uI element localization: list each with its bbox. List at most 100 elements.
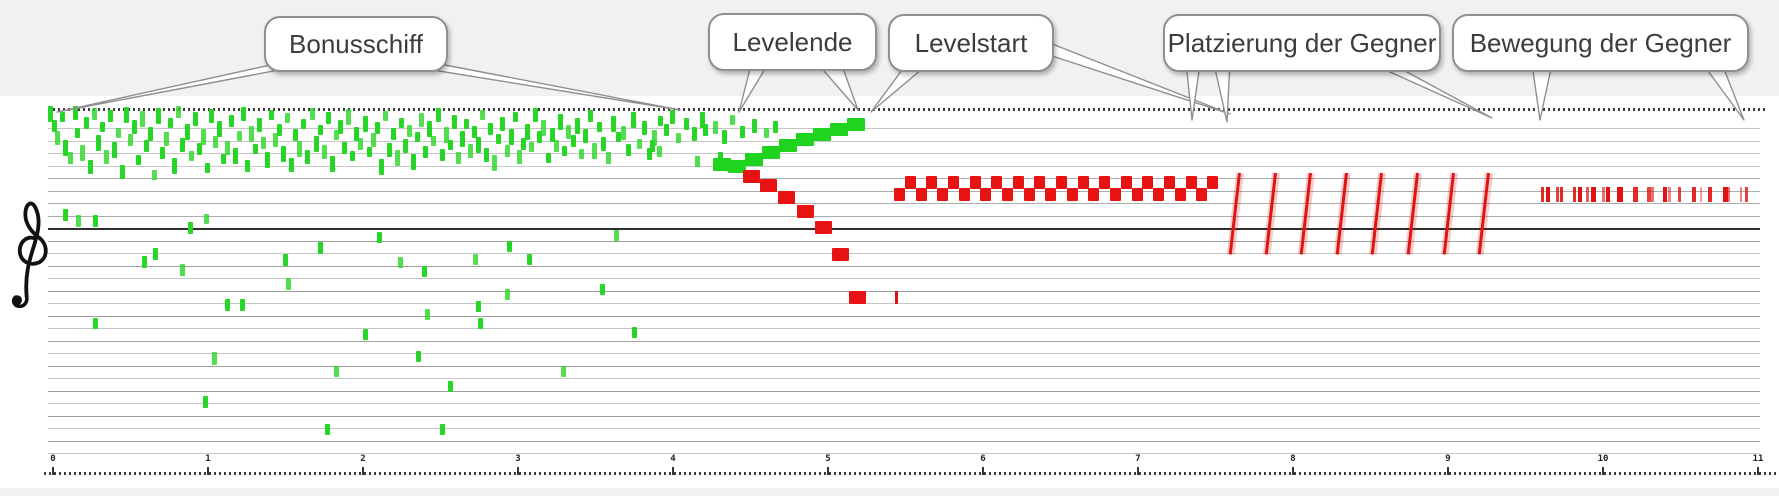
green-note[interactable] [96,135,101,151]
red-note-checker[interactable] [1153,188,1165,201]
green-note[interactable] [415,132,420,142]
red-note-checker[interactable] [1185,176,1197,189]
green-note[interactable] [391,128,396,140]
green-note[interactable] [395,150,400,166]
green-note[interactable] [579,149,584,159]
green-note[interactable] [261,137,266,149]
green-note[interactable] [468,144,473,158]
red-movement-tick[interactable] [1602,187,1605,202]
red-note-checker[interactable] [1142,176,1154,189]
red-note-checker[interactable] [1196,188,1208,201]
green-note[interactable] [571,135,576,147]
green-note[interactable] [676,133,681,143]
green-note[interactable] [657,146,662,157]
green-note[interactable] [172,158,177,174]
red-movement-tick[interactable] [1560,187,1563,202]
green-note[interactable] [160,147,165,159]
red-note-block[interactable] [743,170,760,183]
red-note-checker[interactable] [1077,176,1089,189]
red-movement-tick[interactable] [1692,187,1696,202]
red-movement-tick[interactable] [1591,187,1596,202]
green-note[interactable] [496,134,501,144]
green-note[interactable] [273,133,278,147]
red-note-block[interactable] [815,221,832,234]
green-note[interactable] [257,118,262,132]
green-note[interactable] [180,264,185,276]
green-note[interactable] [209,109,214,123]
green-note[interactable] [104,150,109,164]
red-movement-tick[interactable] [1745,187,1748,202]
red-note-checker[interactable] [1099,176,1111,189]
green-note[interactable] [558,114,563,130]
red-note-checker[interactable] [915,188,927,201]
green-note[interactable] [305,150,310,164]
green-note[interactable] [444,127,449,143]
green-note[interactable] [334,130,339,140]
red-movement-tick[interactable] [1556,187,1559,202]
green-note[interactable] [142,256,147,268]
green-note[interactable] [213,136,218,148]
green-note[interactable] [473,254,478,265]
green-note[interactable] [740,126,745,138]
green-note[interactable] [403,139,408,153]
red-note-checker[interactable] [1207,176,1219,189]
green-note[interactable] [281,146,286,162]
red-note-checker[interactable] [1045,188,1057,201]
green-note[interactable] [484,148,489,162]
red-note-checker[interactable] [980,188,992,201]
green-note[interactable] [120,165,125,179]
red-note-checker[interactable] [1034,176,1046,189]
green-note[interactable] [387,143,392,157]
green-note[interactable] [517,150,522,164]
red-movement-tick[interactable] [1708,187,1712,202]
red-movement-tick[interactable] [1578,187,1582,202]
green-note[interactable] [480,110,485,120]
green-note[interactable] [752,119,757,133]
green-note[interactable] [764,128,769,138]
green-note[interactable] [93,215,98,227]
green-note[interactable] [233,148,238,164]
green-note[interactable] [632,327,637,338]
red-movement-tick[interactable] [1573,187,1576,202]
green-note[interactable] [597,122,602,132]
red-note-checker[interactable] [1110,188,1121,201]
green-note[interactable] [399,118,404,128]
green-note[interactable] [703,124,708,136]
green-note[interactable] [358,138,363,150]
green-note[interactable] [314,136,319,152]
green-note[interactable] [371,133,376,147]
green-note[interactable] [185,124,190,140]
green-note[interactable] [132,120,137,134]
green-note[interactable] [156,108,161,124]
green-note[interactable] [63,209,68,221]
green-note[interactable] [513,112,518,122]
green-note[interactable] [310,108,315,120]
green-note[interactable] [505,289,510,300]
green-note[interactable] [148,127,153,141]
green-note[interactable] [398,257,403,268]
red-note-checker[interactable] [894,188,905,201]
red-note-checker[interactable] [1164,176,1175,189]
red-note-checker[interactable] [1023,188,1035,201]
green-note[interactable] [427,121,432,137]
red-note-checker[interactable] [948,176,959,189]
green-note[interactable] [440,149,445,161]
green-note[interactable] [88,160,93,174]
green-note[interactable] [521,138,526,150]
green-note[interactable] [334,366,339,377]
red-note[interactable] [895,291,898,304]
green-note-block[interactable] [847,118,865,131]
green-note[interactable] [440,424,445,435]
green-note[interactable] [217,121,222,137]
red-movement-tick[interactable] [1663,187,1667,202]
green-note[interactable] [285,113,290,123]
green-note[interactable] [68,152,73,164]
green-note[interactable] [614,230,619,241]
green-note[interactable] [554,140,559,152]
green-note[interactable] [621,126,626,140]
green-note[interactable] [152,170,157,180]
green-note[interactable] [626,144,631,156]
green-note[interactable] [277,124,282,136]
green-note[interactable] [529,142,534,152]
red-note-checker[interactable] [1002,188,1013,201]
